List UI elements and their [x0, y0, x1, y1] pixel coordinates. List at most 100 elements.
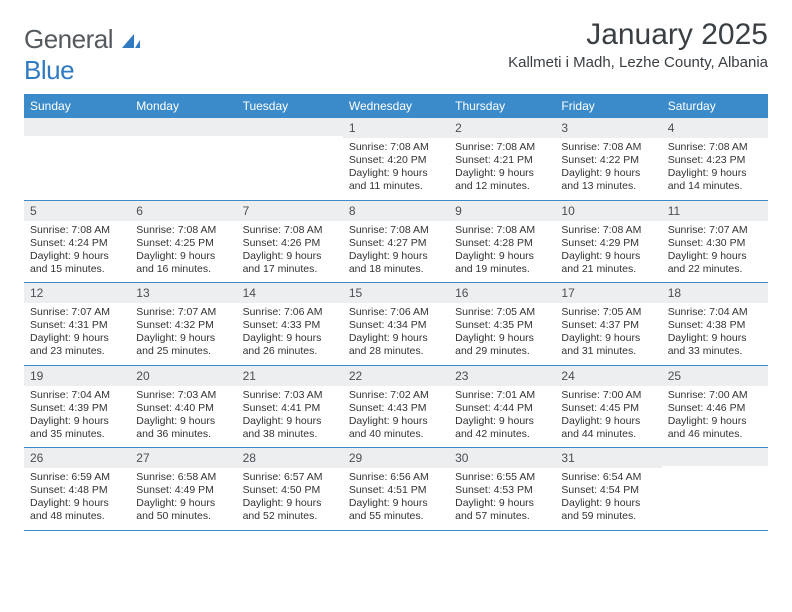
brand-space	[113, 24, 120, 54]
sunset-line: Sunset: 4:35 PM	[455, 319, 549, 332]
sunrise-line: Sunrise: 7:07 AM	[30, 306, 124, 319]
day-cell: 30Sunrise: 6:55 AMSunset: 4:53 PMDayligh…	[449, 448, 555, 531]
sunset-line: Sunset: 4:48 PM	[30, 484, 124, 497]
day-details: Sunrise: 7:08 AMSunset: 4:26 PMDaylight:…	[237, 221, 343, 283]
day-number: 13	[130, 283, 236, 303]
sunrise-line: Sunrise: 7:08 AM	[455, 224, 549, 237]
day-number: 2	[449, 118, 555, 138]
day-number: 24	[555, 366, 661, 386]
day-number: 8	[343, 201, 449, 221]
day-cell: 12Sunrise: 7:07 AMSunset: 4:31 PMDayligh…	[24, 283, 130, 366]
daylight-line: Daylight: 9 hours and 46 minutes.	[668, 415, 762, 441]
daylight-line: Daylight: 9 hours and 25 minutes.	[136, 332, 230, 358]
sunset-line: Sunset: 4:22 PM	[561, 154, 655, 167]
day-number	[130, 118, 236, 136]
day-header-tuesday: Tuesday	[237, 94, 343, 118]
day-details: Sunrise: 7:01 AMSunset: 4:44 PMDaylight:…	[449, 386, 555, 448]
day-cell: 9Sunrise: 7:08 AMSunset: 4:28 PMDaylight…	[449, 200, 555, 283]
sunrise-line: Sunrise: 7:08 AM	[30, 224, 124, 237]
daylight-line: Daylight: 9 hours and 36 minutes.	[136, 415, 230, 441]
week-row: 5Sunrise: 7:08 AMSunset: 4:24 PMDaylight…	[24, 200, 768, 283]
day-number: 12	[24, 283, 130, 303]
day-number: 22	[343, 366, 449, 386]
day-details: Sunrise: 7:05 AMSunset: 4:37 PMDaylight:…	[555, 303, 661, 365]
day-number: 27	[130, 448, 236, 468]
day-cell: 28Sunrise: 6:57 AMSunset: 4:50 PMDayligh…	[237, 448, 343, 531]
day-details: Sunrise: 6:59 AMSunset: 4:48 PMDaylight:…	[24, 468, 130, 530]
day-details: Sunrise: 7:08 AMSunset: 4:20 PMDaylight:…	[343, 138, 449, 200]
day-number: 6	[130, 201, 236, 221]
day-header-saturday: Saturday	[662, 94, 768, 118]
daylight-line: Daylight: 9 hours and 35 minutes.	[30, 415, 124, 441]
daylight-line: Daylight: 9 hours and 29 minutes.	[455, 332, 549, 358]
sunrise-line: Sunrise: 7:08 AM	[136, 224, 230, 237]
day-cell	[662, 448, 768, 531]
sunrise-line: Sunrise: 7:06 AM	[349, 306, 443, 319]
sunset-line: Sunset: 4:29 PM	[561, 237, 655, 250]
daylight-line: Daylight: 9 hours and 11 minutes.	[349, 167, 443, 193]
sunrise-line: Sunrise: 7:03 AM	[243, 389, 337, 402]
sunrise-line: Sunrise: 7:08 AM	[668, 141, 762, 154]
day-cell: 10Sunrise: 7:08 AMSunset: 4:29 PMDayligh…	[555, 200, 661, 283]
day-details: Sunrise: 7:06 AMSunset: 4:33 PMDaylight:…	[237, 303, 343, 365]
day-header-friday: Friday	[555, 94, 661, 118]
day-header-sunday: Sunday	[24, 94, 130, 118]
sunset-line: Sunset: 4:28 PM	[455, 237, 549, 250]
day-cell	[237, 118, 343, 200]
day-cell: 31Sunrise: 6:54 AMSunset: 4:54 PMDayligh…	[555, 448, 661, 531]
day-cell: 17Sunrise: 7:05 AMSunset: 4:37 PMDayligh…	[555, 283, 661, 366]
sunrise-line: Sunrise: 7:08 AM	[349, 224, 443, 237]
day-number: 19	[24, 366, 130, 386]
sunrise-line: Sunrise: 7:01 AM	[455, 389, 549, 402]
day-details: Sunrise: 7:00 AMSunset: 4:45 PMDaylight:…	[555, 386, 661, 448]
day-number: 5	[24, 201, 130, 221]
month-title: January 2025	[508, 18, 768, 52]
sunset-line: Sunset: 4:21 PM	[455, 154, 549, 167]
sunrise-line: Sunrise: 7:08 AM	[243, 224, 337, 237]
daylight-line: Daylight: 9 hours and 17 minutes.	[243, 250, 337, 276]
daylight-line: Daylight: 9 hours and 28 minutes.	[349, 332, 443, 358]
daylight-line: Daylight: 9 hours and 33 minutes.	[668, 332, 762, 358]
day-cell: 16Sunrise: 7:05 AMSunset: 4:35 PMDayligh…	[449, 283, 555, 366]
daylight-line: Daylight: 9 hours and 15 minutes.	[30, 250, 124, 276]
header: General Blue January 2025 Kallmeti i Mad…	[24, 18, 768, 86]
brand-part1: General	[24, 24, 113, 54]
day-cell: 1Sunrise: 7:08 AMSunset: 4:20 PMDaylight…	[343, 118, 449, 200]
day-cell: 23Sunrise: 7:01 AMSunset: 4:44 PMDayligh…	[449, 365, 555, 448]
day-details: Sunrise: 7:07 AMSunset: 4:32 PMDaylight:…	[130, 303, 236, 365]
daylight-line: Daylight: 9 hours and 31 minutes.	[561, 332, 655, 358]
day-cell: 8Sunrise: 7:08 AMSunset: 4:27 PMDaylight…	[343, 200, 449, 283]
day-cell: 25Sunrise: 7:00 AMSunset: 4:46 PMDayligh…	[662, 365, 768, 448]
sunrise-line: Sunrise: 7:08 AM	[561, 224, 655, 237]
day-details: Sunrise: 7:02 AMSunset: 4:43 PMDaylight:…	[343, 386, 449, 448]
daylight-line: Daylight: 9 hours and 55 minutes.	[349, 497, 443, 523]
sunrise-line: Sunrise: 7:06 AM	[243, 306, 337, 319]
sunset-line: Sunset: 4:20 PM	[349, 154, 443, 167]
day-number: 10	[555, 201, 661, 221]
day-cell: 21Sunrise: 7:03 AMSunset: 4:41 PMDayligh…	[237, 365, 343, 448]
day-number: 25	[662, 366, 768, 386]
week-row: 26Sunrise: 6:59 AMSunset: 4:48 PMDayligh…	[24, 448, 768, 531]
brand-sail-icon	[122, 24, 140, 54]
day-number: 7	[237, 201, 343, 221]
day-cell: 14Sunrise: 7:06 AMSunset: 4:33 PMDayligh…	[237, 283, 343, 366]
daylight-line: Daylight: 9 hours and 50 minutes.	[136, 497, 230, 523]
day-number: 9	[449, 201, 555, 221]
sunrise-line: Sunrise: 7:00 AM	[561, 389, 655, 402]
day-details: Sunrise: 7:08 AMSunset: 4:28 PMDaylight:…	[449, 221, 555, 283]
day-number: 11	[662, 201, 768, 221]
calendar-table: SundayMondayTuesdayWednesdayThursdayFrid…	[24, 94, 768, 531]
day-details: Sunrise: 7:08 AMSunset: 4:24 PMDaylight:…	[24, 221, 130, 283]
week-row: 1Sunrise: 7:08 AMSunset: 4:20 PMDaylight…	[24, 118, 768, 200]
sunrise-line: Sunrise: 6:55 AM	[455, 471, 549, 484]
day-details: Sunrise: 7:08 AMSunset: 4:22 PMDaylight:…	[555, 138, 661, 200]
day-number: 18	[662, 283, 768, 303]
day-details: Sunrise: 7:04 AMSunset: 4:38 PMDaylight:…	[662, 303, 768, 365]
day-details: Sunrise: 6:55 AMSunset: 4:53 PMDaylight:…	[449, 468, 555, 530]
day-details: Sunrise: 6:54 AMSunset: 4:54 PMDaylight:…	[555, 468, 661, 530]
day-details: Sunrise: 7:04 AMSunset: 4:39 PMDaylight:…	[24, 386, 130, 448]
day-details: Sunrise: 7:07 AMSunset: 4:30 PMDaylight:…	[662, 221, 768, 283]
day-cell: 6Sunrise: 7:08 AMSunset: 4:25 PMDaylight…	[130, 200, 236, 283]
sunset-line: Sunset: 4:51 PM	[349, 484, 443, 497]
sunset-line: Sunset: 4:44 PM	[455, 402, 549, 415]
